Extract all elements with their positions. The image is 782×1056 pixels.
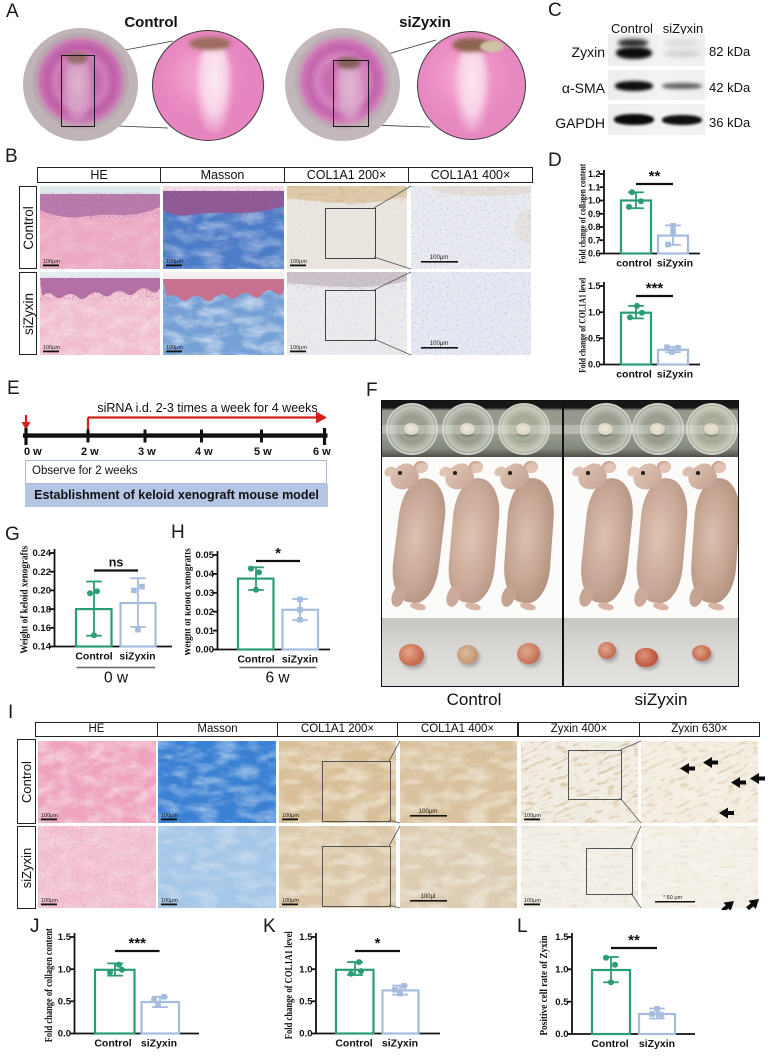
- svg-text:*: *: [375, 935, 381, 952]
- svg-text:**: **: [649, 168, 661, 185]
- svg-text:1.2: 1.2: [588, 169, 601, 179]
- svg-text:siZyxin: siZyxin: [657, 369, 693, 381]
- svg-text:* 60 μm: * 60 μm: [663, 895, 682, 901]
- svg-text:siZyxin: siZyxin: [282, 654, 318, 666]
- svg-text:0.24: 0.24: [33, 548, 52, 559]
- svg-text:siZyxin: siZyxin: [119, 651, 155, 663]
- svg-text:100μm: 100μm: [524, 898, 541, 904]
- svg-text:Control: Control: [237, 654, 274, 666]
- svg-text:100μm: 100μm: [282, 813, 299, 819]
- svg-text:Control: Control: [335, 1038, 372, 1050]
- svg-text:0.5: 0.5: [555, 997, 569, 1008]
- svg-text:control: control: [616, 369, 652, 381]
- svg-text:100μm: 100μm: [430, 341, 448, 347]
- svg-text:Fold change of collagen conten: Fold change of collagen content: [44, 928, 55, 1043]
- svg-text:1.0: 1.0: [58, 964, 71, 975]
- svg-text:Control: Control: [75, 651, 112, 663]
- svg-text:1.5: 1.5: [588, 281, 601, 291]
- svg-text:0 w: 0 w: [104, 670, 129, 687]
- svg-text:0.20: 0.20: [33, 586, 52, 597]
- svg-text:100μm: 100μm: [290, 345, 307, 351]
- svg-text:0.04: 0.04: [196, 569, 215, 580]
- svg-text:0.0: 0.0: [58, 1029, 71, 1040]
- svg-text:***: ***: [646, 280, 664, 297]
- svg-text:1.0: 1.0: [588, 307, 601, 317]
- svg-text:0.02: 0.02: [196, 607, 215, 618]
- svg-text:*: *: [275, 545, 281, 562]
- svg-text:Fold change of COL1A1 level: Fold change of COL1A1 level: [578, 277, 588, 372]
- svg-text:100μm: 100μm: [166, 259, 183, 265]
- svg-text:ns: ns: [109, 556, 124, 570]
- svg-text:0.18: 0.18: [33, 604, 52, 615]
- svg-text:siZyxin: siZyxin: [141, 1038, 177, 1050]
- svg-text:**: **: [628, 932, 640, 949]
- svg-text:100μm: 100μm: [43, 259, 60, 265]
- svg-text:siZyxin: siZyxin: [382, 1038, 418, 1050]
- svg-text:100μl: 100μl: [421, 894, 436, 900]
- svg-text:siZyxin: siZyxin: [639, 1038, 675, 1050]
- svg-text:0.5: 0.5: [299, 997, 313, 1008]
- svg-text:100μm: 100μm: [166, 345, 183, 351]
- svg-text:control: control: [616, 258, 652, 270]
- svg-text:1.0: 1.0: [299, 964, 312, 975]
- svg-text:0.00: 0.00: [196, 645, 215, 656]
- svg-text:0.8: 0.8: [588, 222, 601, 232]
- svg-text:100μm: 100μm: [430, 255, 448, 261]
- svg-text:100μm: 100μm: [282, 898, 299, 904]
- svg-text:100μm: 100μm: [161, 898, 178, 904]
- svg-text:Fold change of collagen conten: Fold change of collagen content: [578, 164, 588, 264]
- svg-text:0.6: 0.6: [588, 249, 601, 259]
- svg-text:1.5: 1.5: [299, 932, 313, 943]
- svg-text:100μm: 100μm: [419, 809, 437, 815]
- svg-text:1.5: 1.5: [58, 932, 72, 943]
- svg-text:Positive cell rate of Zyxin: Positive cell rate of Zyxin: [539, 935, 550, 1035]
- svg-text:1.0: 1.0: [588, 196, 601, 206]
- svg-text:100μm: 100μm: [290, 259, 307, 265]
- svg-text:Control: Control: [94, 1038, 131, 1050]
- svg-text:siZyxin: siZyxin: [657, 258, 693, 270]
- svg-text:0.16: 0.16: [33, 623, 52, 634]
- svg-text:0.5: 0.5: [58, 997, 72, 1008]
- svg-text:100μm: 100μm: [41, 898, 58, 904]
- svg-text:Control: Control: [591, 1038, 628, 1050]
- svg-text:100μm: 100μm: [161, 813, 178, 819]
- svg-text:0.14: 0.14: [33, 642, 52, 653]
- svg-text:1.5: 1.5: [555, 932, 569, 943]
- svg-text:0.9: 0.9: [588, 209, 601, 219]
- svg-text:1.0: 1.0: [555, 965, 568, 976]
- svg-text:0.5: 0.5: [588, 334, 601, 344]
- svg-text:0.03: 0.03: [196, 588, 215, 599]
- svg-text:1.1: 1.1: [588, 182, 601, 192]
- svg-text:Weight of keloid xenografts: Weight of keloid xenografts: [20, 546, 31, 654]
- svg-text:0.05: 0.05: [196, 550, 215, 561]
- svg-text:0.22: 0.22: [33, 567, 52, 578]
- svg-text:6 w: 6 w: [265, 670, 290, 687]
- svg-text:0.0: 0.0: [588, 360, 601, 370]
- svg-text:Weight of keloid xenografts: Weight of keloid xenografts: [185, 548, 194, 656]
- svg-text:100μm: 100μm: [41, 813, 58, 819]
- svg-text:***: ***: [128, 935, 146, 952]
- svg-text:0.0: 0.0: [555, 1029, 568, 1040]
- svg-text:100μm: 100μm: [43, 345, 60, 351]
- svg-text:0.01: 0.01: [196, 626, 215, 637]
- svg-text:Fold change of COL1A1 level: Fold change of COL1A1 level: [284, 931, 295, 1039]
- svg-text:100μm: 100μm: [524, 813, 541, 819]
- svg-text:0.0: 0.0: [299, 1029, 312, 1040]
- svg-text:0.7: 0.7: [588, 235, 601, 245]
